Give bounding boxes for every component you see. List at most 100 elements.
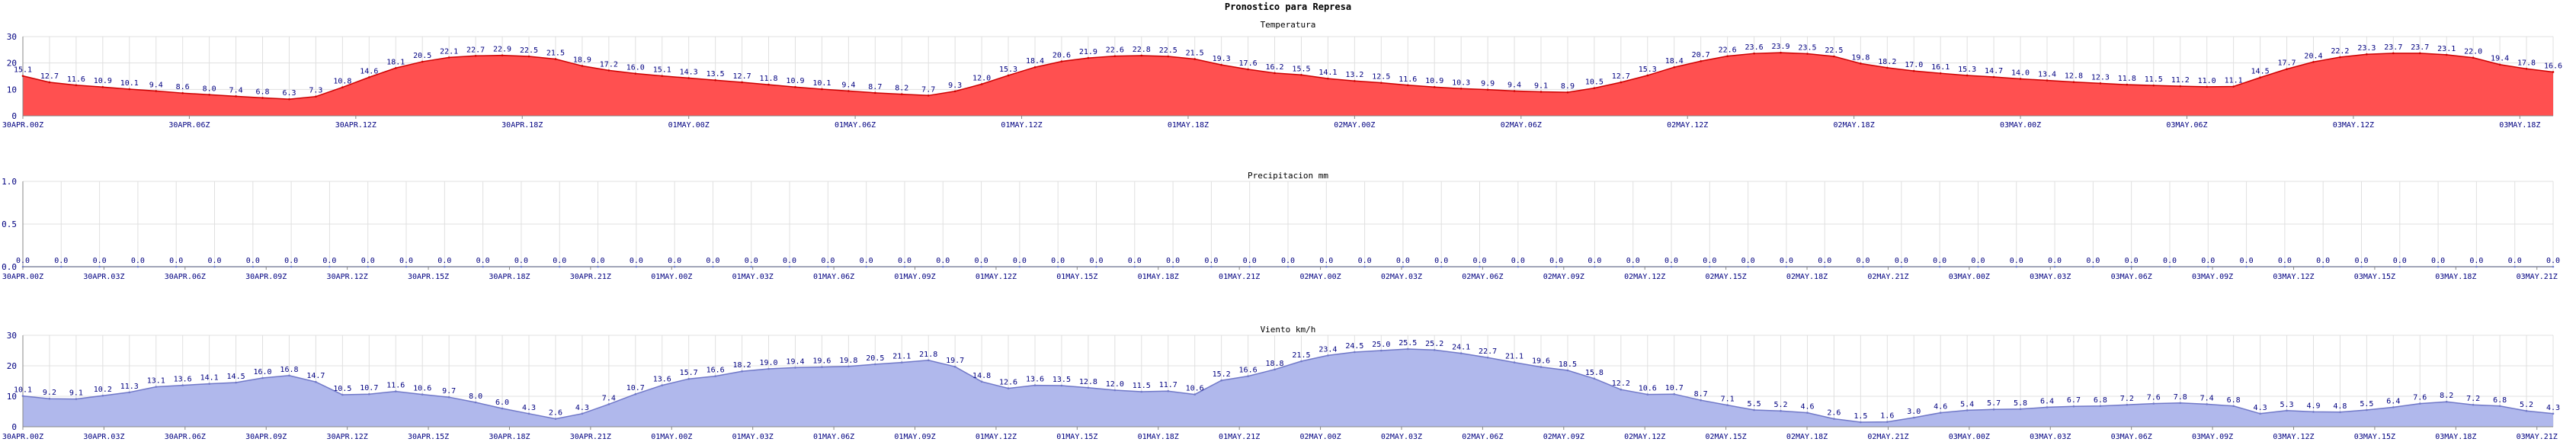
temperature-xtick-label: 03MAY.06Z (2166, 121, 2207, 130)
wind-point (2525, 409, 2528, 412)
precipitation-value-label: 0.0 (2278, 257, 2292, 265)
wind-point (1433, 348, 1436, 351)
wind-point (2445, 400, 2448, 403)
wind-point (2099, 405, 2102, 408)
temperature-value-label: 10.1 (812, 79, 831, 88)
wind-point (394, 390, 397, 392)
temperature-value-label: 15.5 (1292, 65, 1310, 73)
wind-value-label: 10.7 (626, 384, 645, 392)
precipitation-point (2092, 265, 2094, 268)
precipitation-point (1210, 265, 1213, 268)
wind-point (2366, 408, 2368, 412)
temperature-point (980, 83, 983, 85)
temperature-value-label: 15.3 (1958, 66, 1976, 74)
temperature-point (714, 78, 716, 82)
precipitation-point (2437, 265, 2440, 268)
precipitation-point (788, 265, 791, 268)
precipitation-xtick-label: 02MAY.00Z (1299, 273, 1341, 281)
temperature-point (1513, 90, 1516, 92)
temperature-value-label: 23.1 (2437, 45, 2456, 53)
wind-value-label: 7.8 (2174, 393, 2187, 402)
precipitation-point (1479, 265, 1481, 268)
temperature-value-label: 11.2 (2171, 76, 2190, 85)
temperature-point (1992, 75, 1995, 78)
temperature-point (2366, 53, 2368, 56)
precipitation-point (1325, 265, 1328, 268)
temperature-xtick-label: 03MAY.00Z (2000, 121, 2041, 130)
precipitation-point (175, 265, 178, 268)
temperature-point (2232, 85, 2235, 88)
wind-point (900, 361, 903, 364)
precipitation-xtick-label: 02MAY.09Z (1543, 273, 1584, 281)
wind-point (741, 370, 743, 373)
wind-point (927, 359, 930, 362)
temperature-point (1566, 91, 1569, 94)
wind-value-label: 12.8 (1079, 378, 1097, 386)
precipitation-value-label: 0.0 (975, 257, 988, 265)
temperature-point (2498, 63, 2501, 66)
precipitation-value-label: 0.0 (399, 257, 413, 265)
wind-ytick-label: 0 (11, 422, 17, 432)
wind-value-label: 25.0 (1372, 341, 1390, 349)
temperature-value-label: 12.7 (733, 72, 751, 81)
wind-value-label: 4.6 (1800, 403, 1814, 412)
wind-value-label: 22.7 (1479, 348, 1497, 356)
wind-point (794, 367, 796, 369)
precipitation-value-label: 0.0 (1818, 257, 1831, 265)
temperature-value-label: 13.5 (706, 70, 725, 78)
temperature-value-label: 8.9 (1561, 82, 1575, 91)
precipitation-xtick-label: 03MAY.15Z (2354, 273, 2395, 281)
wind-xtick-label: 02MAY.09Z (1543, 433, 1584, 441)
temperature-point (874, 91, 876, 94)
wind-value-label: 4.9 (2306, 402, 2320, 410)
wind-value-label: 12.2 (1612, 380, 1630, 388)
precipitation-xtick-label: 01MAY.09Z (894, 273, 935, 281)
wind-point (421, 393, 424, 396)
wind-xtick-label: 02MAY.03Z (1381, 433, 1422, 441)
wind-point (1513, 361, 1516, 364)
precipitation-point (1900, 265, 1903, 268)
wind-value-label: 10.2 (94, 386, 112, 394)
temperature-point (1007, 74, 1010, 77)
precipitation-value-label: 0.0 (1895, 257, 1908, 265)
temperature-value-label: 10.3 (1452, 78, 1470, 87)
temperature-value-label: 10.8 (333, 78, 351, 86)
precipitation-xtick-label: 02MAY.15Z (1706, 273, 1747, 281)
temperature-point (1700, 59, 1702, 62)
temperature-value-label: 16.1 (1931, 63, 1950, 72)
wind-point (1646, 393, 1649, 396)
wind-value-label: 18.2 (733, 361, 751, 370)
precipitation-value-label: 0.0 (131, 257, 145, 265)
temperature-value-label: 18.4 (1026, 57, 1044, 66)
precipitation-point (1402, 265, 1405, 268)
temperature-value-label: 15.3 (999, 66, 1017, 74)
temperature-xtick-label: 02MAY.12Z (1667, 121, 1708, 130)
temperature-point (1433, 85, 1436, 88)
precipitation-value-label: 0.0 (553, 257, 566, 265)
precipitation-value-label: 0.0 (246, 257, 260, 265)
temperature-value-label: 22.5 (520, 46, 538, 55)
wind-point (1700, 399, 1702, 402)
precipitation-xtick-label: 30APR.15Z (408, 273, 449, 281)
wind-value-label: 2.6 (1827, 409, 1841, 418)
wind-value-label: 4.3 (575, 404, 589, 412)
wind-value-label: 23.4 (1318, 345, 1337, 354)
temperature-value-label: 7.7 (921, 85, 935, 94)
wind-value-label: 19.6 (1532, 357, 1550, 366)
wind-point (1140, 390, 1143, 393)
wind-point (687, 377, 690, 380)
precipitation-value-label: 0.0 (860, 257, 873, 265)
wind-value-label: 6.7 (2067, 396, 2081, 405)
temperature-value-label: 14.7 (1985, 67, 2003, 75)
precipitation-value-label: 0.0 (1780, 257, 1793, 265)
precipitation-point (597, 265, 599, 268)
temperature-point (1459, 87, 1463, 90)
wind-value-label: 4.3 (2254, 404, 2267, 412)
precipitation-value-label: 0.0 (437, 257, 451, 265)
temperature-point (1300, 73, 1302, 76)
precipitation-point (1248, 265, 1251, 268)
wind-value-label: 21.5 (1292, 351, 1310, 360)
wind-point (2206, 403, 2208, 405)
temperature-point (261, 97, 264, 99)
precipitation-point (1171, 265, 1174, 268)
